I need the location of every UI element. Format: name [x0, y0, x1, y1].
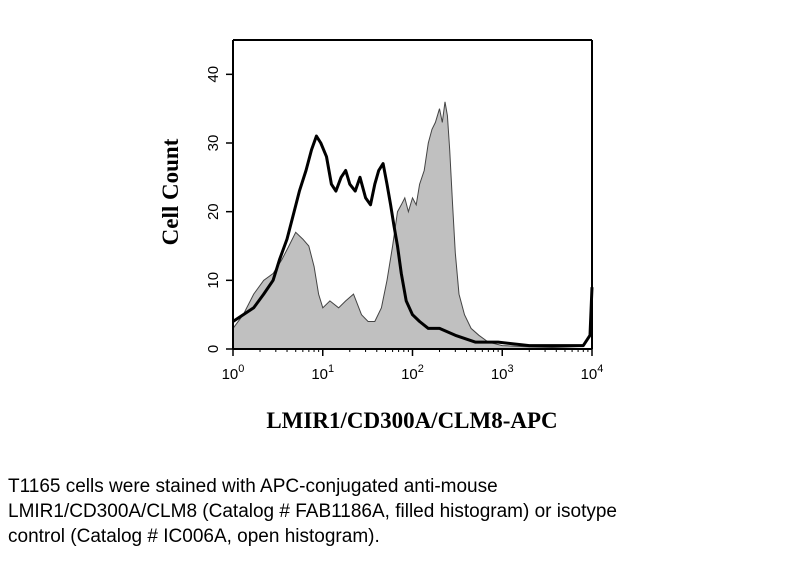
caption-line-3: control (Catalog # IC006A, open histogra…: [8, 526, 380, 547]
filled-histogram-outline: [232, 101, 593, 350]
y-tick-label: 20: [205, 203, 222, 220]
x-axis-title: LMIR1/CD300A/CLM8-APC: [266, 408, 557, 433]
y-tick-label: 10: [205, 272, 222, 289]
y-tick-label: 30: [205, 135, 222, 152]
open-histogram-line: [232, 134, 594, 348]
y-axis-title: Cell Count: [158, 138, 183, 245]
x-tick-label: 100: [222, 363, 245, 383]
y-tick-label: 0: [205, 345, 222, 353]
x-tick-label: 103: [491, 363, 514, 383]
x-tick-label: 102: [401, 363, 424, 383]
filled-histogram-area: [233, 101, 592, 349]
caption-line-1: T1165 cells were stained with APC-conjug…: [8, 476, 498, 497]
figure-caption: T1165 cells were stained with APC-conjug…: [8, 474, 798, 549]
y-tick-label: 40: [205, 66, 222, 83]
x-tick-label: 101: [311, 363, 334, 383]
caption-line-2: LMIR1/CD300A/CLM8 (Catalog # FAB1186A, f…: [8, 501, 617, 522]
x-tick-label: 104: [581, 363, 604, 383]
histogram-chart: Cell Count 0 10 20 30 40 100 101 102 103 104 LMIR…: [158, 39, 604, 433]
